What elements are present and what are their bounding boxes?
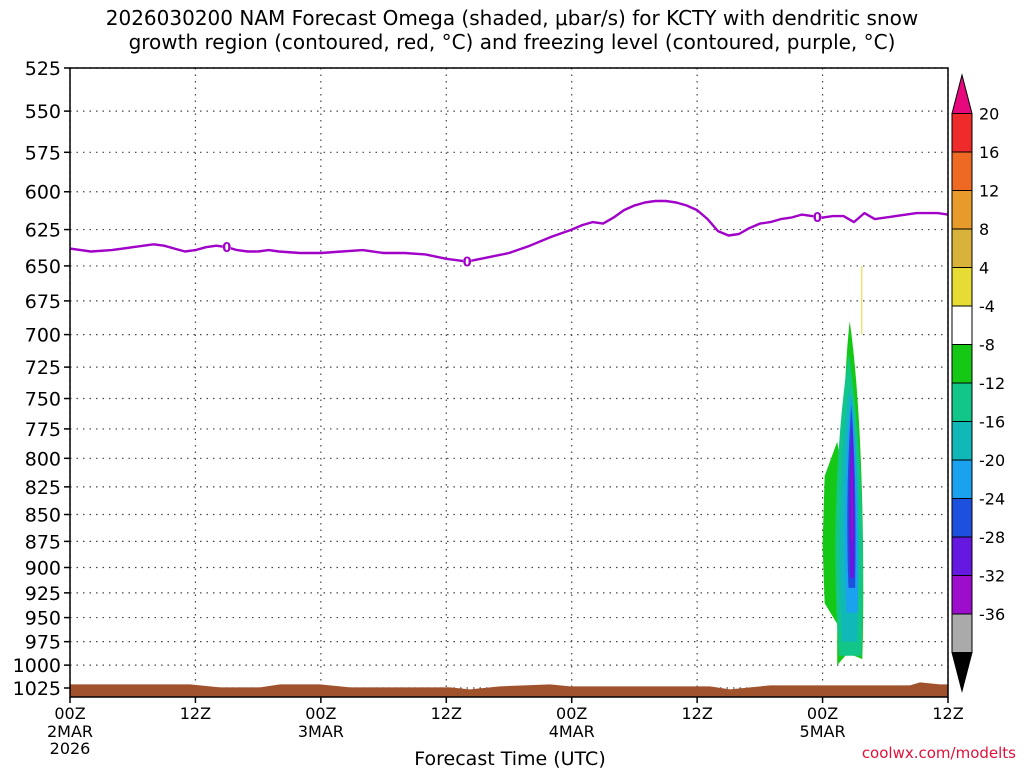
omega-region [861,265,863,335]
colorbar-label: -24 [979,490,1005,509]
x-tick-year: 2026 [50,739,91,758]
x-tick-label: 12Z [431,704,462,723]
colorbar-arrow-bottom [951,652,973,693]
colorbar-swatch [951,305,973,345]
colorbar-label: 8 [979,220,989,239]
y-tick-label: 1000 [13,655,61,677]
y-tick-label: 650 [25,256,61,278]
x-tick-label: 12Z [932,704,963,723]
colorbar-label: -32 [979,567,1005,586]
freezing-level-contour: 0 0 0 [69,199,949,271]
x-tick-date: 2MAR [47,722,93,741]
terrain-band [70,682,948,697]
colorbar-swatch [951,190,973,230]
freezing-level-label-bg [222,240,231,255]
chart-title-line-1: 2026030200 NAM Forecast Omega (shaded, μ… [105,6,919,30]
colorbar-swatch [951,113,973,153]
y-tick-label: 925 [25,583,61,605]
omega-regions [822,265,864,666]
colorbar-label: 16 [979,143,999,162]
colorbar-swatch [951,498,973,538]
colorbar-label: -36 [979,605,1005,624]
x-tick-label: 00Z [556,704,587,723]
plot-frame [69,67,949,698]
colorbar-label: -28 [979,528,1005,547]
x-tick-date: 3MAR [298,722,344,741]
colorbar-swatch [951,267,973,307]
y-tick-label: 725 [25,357,61,379]
y-tick-label: 975 [25,632,61,654]
x-tick-label: 12Z [681,704,712,723]
colorbar-label: -12 [979,374,1005,393]
colorbar-label: -16 [979,413,1005,432]
x-tick-date: 5MAR [800,722,846,741]
freezing-level-label: 0 [813,211,822,226]
freezing-level-label-bg [813,209,822,224]
colorbar-swatch [951,613,973,653]
y-tick-label: 600 [25,182,61,204]
x-axis-label: Forecast Time (UTC) [414,748,605,768]
y-tick-label: 775 [25,419,61,441]
freezing-level-label: 0 [463,256,472,271]
x-tick-date: 4MAR [549,722,595,741]
freezing-level-label-bg [463,254,472,269]
freezing-level-label: 0 [222,241,231,256]
colorbar-swatch [951,459,973,499]
colorbar-label: 20 [979,105,999,124]
x-tick-label: 00Z [807,704,838,723]
y-tick-label: 850 [25,505,61,527]
colorbar-swatch [951,228,973,268]
colorbar-label: -20 [979,451,1005,470]
y-tick-label: 700 [25,325,61,347]
y-tick-label: 550 [25,101,61,123]
source-credit: coolwx.com/modelts [861,744,1016,762]
y-tick-label: 800 [25,448,61,470]
x-tick-label: 00Z [54,704,85,723]
colorbar-swatch [951,382,973,422]
x-tick-label: 12Z [180,704,211,723]
omega-colorbar: 20 16 12 8 4 -4 -8 -12 -16 -20 -24 -28 -32 -36 [951,73,1005,693]
y-tick-label: 875 [25,531,61,553]
colorbar-swatch [951,344,973,384]
colorbar-swatch [951,536,973,576]
chart-title-line-2: growth region (contoured, red, °C) and f… [128,30,896,54]
grid-lines [69,67,949,697]
colorbar-label: 4 [979,259,989,278]
y-tick-label: 825 [25,477,61,499]
colorbar-swatch [951,575,973,615]
y-tick-label: 575 [25,142,61,164]
y-tick-label: 950 [25,608,61,630]
terrain-fill [70,682,948,697]
y-tick-label: 525 [25,58,61,80]
y-axis: 525 550 575 600 625 650 675 700 725 750 775 800 825 8… [13,58,70,700]
x-tick-label: 00Z [305,704,336,723]
y-tick-label: 1025 [13,678,61,700]
y-tick-label: 750 [25,389,61,411]
y-tick-label: 900 [25,557,61,579]
colorbar-swatch [951,151,973,191]
chart-title: 2026030200 NAM Forecast Omega (shaded, μ… [0,6,1024,54]
y-tick-label: 625 [25,220,61,242]
colorbar-arrow-top [951,73,973,114]
colorbar-label: -4 [979,297,995,316]
colorbar-swatch [951,421,973,461]
colorbar-label: 12 [979,182,999,201]
omega-region [850,446,853,542]
colorbar-label: -8 [979,336,995,355]
y-tick-label: 675 [25,291,61,313]
